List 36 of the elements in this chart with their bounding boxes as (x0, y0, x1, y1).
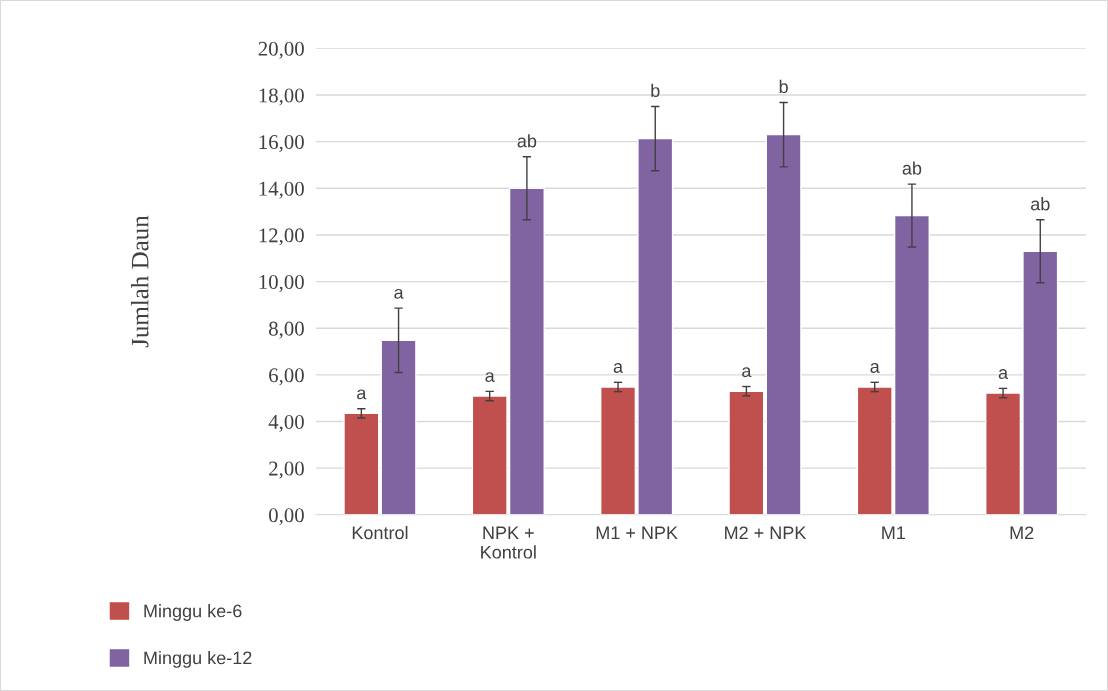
data-label: a (357, 389, 367, 400)
data-label: b (779, 79, 788, 94)
data-label: a (394, 288, 404, 299)
data-label: a (870, 363, 880, 373)
x-tick-label: M1 + NPK (596, 526, 678, 539)
x-tick-label: M1 (882, 526, 905, 539)
legend-label: Minggu ke-6 (144, 604, 242, 621)
bar (765, 133, 802, 515)
bar (343, 412, 380, 515)
y-tick-label: 12,00 (259, 228, 304, 246)
data-label: a (998, 369, 1009, 379)
y-tick-label: 16,00 (259, 135, 304, 153)
data-label: b (651, 83, 660, 98)
x-tick-label: M2 (1010, 526, 1034, 539)
data-label: ab (902, 161, 922, 175)
y-tick-label: 18,00 (259, 88, 304, 106)
data-label: a (742, 367, 752, 378)
data-label: a (613, 363, 624, 373)
legend-label: Minggu ke-12 (144, 651, 252, 668)
x-tick-label: Kontrol (352, 525, 408, 540)
y-tick-label: 6,00 (269, 368, 304, 386)
y-tick-label: 8,00 (269, 321, 304, 339)
y-tick-label: 10,00 (259, 274, 304, 293)
y-tick-label: 0,00 (269, 508, 304, 526)
y-tick-label: 2,00 (269, 461, 304, 479)
x-tick-label: NPK + Kontrol (481, 526, 536, 559)
data-label: ab (1031, 197, 1050, 211)
data-label: a (485, 372, 495, 383)
x-tick-label: M2 + NPK (725, 526, 807, 539)
y-axis-title: Jumlah Daun (130, 215, 149, 348)
data-label: ab (517, 134, 537, 148)
bar (380, 339, 417, 515)
y-tick-label: 4,00 (268, 414, 304, 432)
y-tick-label: 14,00 (259, 181, 304, 199)
bar (728, 390, 765, 515)
y-tick-label: 20,00 (258, 41, 304, 59)
